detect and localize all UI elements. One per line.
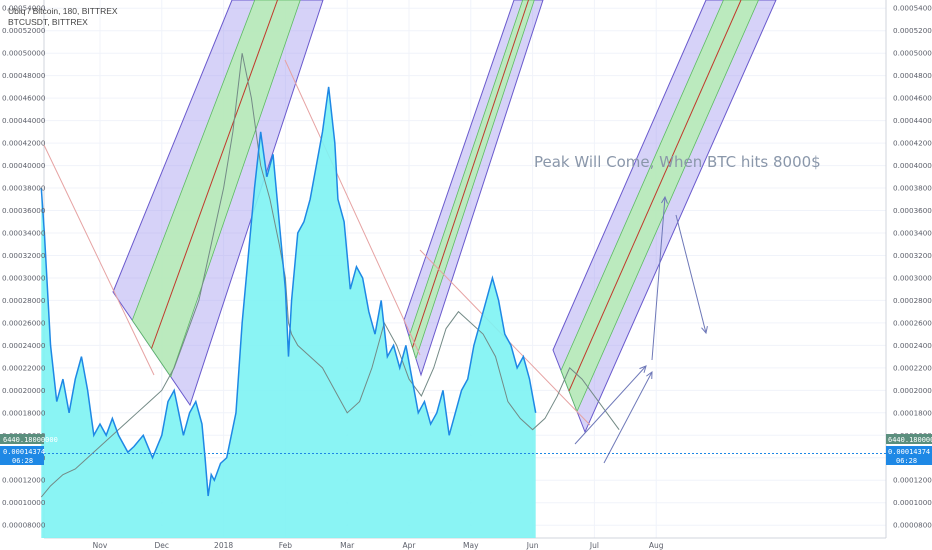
y-tick-left-16: 0.00022000	[2, 363, 46, 372]
x-tick-2: 2018	[214, 541, 233, 550]
y-tick-right-5: 0.00044000	[893, 116, 932, 125]
x-tick-4: Mar	[340, 541, 355, 550]
y-tick-right-10: 0.00034000	[893, 229, 932, 238]
y-tick-right-23: 0.00008000	[893, 521, 932, 530]
channel-1	[112, 0, 324, 407]
y-tick-left-10: 0.00034000	[2, 229, 46, 238]
x-tick-6: May	[463, 541, 479, 550]
x-tick-1: Dec	[155, 541, 170, 550]
x-tick-9: Aug	[649, 541, 664, 550]
y-tick-left-3: 0.00048000	[2, 71, 46, 80]
btc-price-badge-right	[886, 434, 932, 444]
pitchfork-channels	[112, 0, 777, 434]
chart-title: Ubiq / Bitcoin, 180, BITTREX	[8, 6, 118, 16]
trendline-1	[284, 59, 421, 356]
channel-3	[552, 0, 777, 434]
x-tick-7: Jun	[526, 541, 539, 550]
y-tick-right-15: 0.00024000	[893, 341, 932, 350]
ubq-area-fill	[41, 86, 536, 538]
y-tick-right-18: 0.00018000	[893, 408, 932, 417]
y-tick-left-23: 0.00008000	[2, 521, 46, 530]
y-tick-right-3: 0.00048000	[893, 71, 932, 80]
series-layer	[40, 53, 886, 538]
projection-arrows	[574, 195, 708, 464]
y-tick-left-5: 0.00044000	[2, 116, 46, 125]
annotation-text: Peak Will Come, When BTC hits 8000$	[534, 153, 821, 171]
channel-3-inner	[560, 0, 759, 413]
y-tick-left-11: 0.00032000	[2, 251, 46, 260]
y-tick-left-6: 0.00042000	[2, 139, 46, 148]
price-badges-left: 6440.18000000 0.00014374 06:28	[0, 434, 58, 465]
y-tick-right-4: 0.00046000	[893, 94, 932, 103]
y-tick-left-22: 0.00010000	[2, 498, 46, 507]
channel-3-median	[568, 0, 742, 392]
y-tick-right-7: 0.00040000	[893, 161, 932, 170]
y-tick-right-22: 0.00010000	[893, 498, 932, 507]
y-tick-left-0: 0.00054000	[2, 4, 46, 13]
countdown-label-left: 06:28	[12, 457, 33, 465]
ubq-price-label-left: 0.00014374	[3, 448, 45, 456]
y-tick-right-0: 0.00054000	[893, 4, 932, 13]
y-tick-right-8: 0.00038000	[893, 184, 932, 193]
y-tick-left-4: 0.00046000	[2, 94, 46, 103]
channel-1-median	[151, 0, 278, 349]
y-tick-left-2: 0.00050000	[2, 49, 46, 58]
x-tick-8: Jul	[589, 541, 599, 550]
y-tick-left-14: 0.00026000	[2, 318, 46, 327]
arrow-4	[675, 214, 707, 334]
channel-1-inner	[131, 0, 301, 378]
y-tick-left-12: 0.00030000	[2, 273, 46, 282]
arrow-3	[651, 196, 666, 361]
y-tick-left-1: 0.00052000	[2, 26, 46, 35]
x-tick-0: Nov	[93, 541, 108, 550]
y-tick-left-7: 0.00040000	[2, 161, 46, 170]
y-tick-left-13: 0.00028000	[2, 296, 46, 305]
countdown-label-right: 06:28	[896, 457, 917, 465]
channel-2-median	[412, 0, 529, 348]
y-tick-left-15: 0.00024000	[2, 341, 46, 350]
y-tick-right-16: 0.00022000	[893, 363, 932, 372]
y-tick-right-14: 0.00026000	[893, 318, 932, 327]
y-tick-right-21: 0.00012000	[893, 476, 932, 485]
arrow-2-head	[646, 370, 653, 380]
arrow-1-head	[639, 365, 647, 373]
channel-2	[403, 0, 544, 377]
btc-price-badge-left	[0, 434, 44, 444]
price-badges-right: 6440.18000000 0.00014374 06:28	[886, 434, 932, 465]
ubq-price-label-right: 0.00014374	[888, 448, 930, 456]
y-tick-left-9: 0.00036000	[2, 206, 46, 215]
y-tick-left-17: 0.00020000	[2, 386, 46, 395]
btc-line	[40, 53, 620, 498]
trendline-0	[43, 144, 155, 376]
x-axis: Nov Dec 2018 Feb Mar Apr May Jun Jul Aug	[93, 541, 664, 550]
y-tick-right-17: 0.00020000	[893, 386, 932, 395]
arrow-4-head	[701, 326, 708, 335]
channel-2-inner	[408, 0, 535, 360]
ubq-price-badge-left	[0, 446, 44, 465]
y-tick-left-18: 0.00018000	[2, 408, 46, 417]
arrow-2	[603, 371, 653, 464]
y-tick-right-9: 0.00036000	[893, 206, 932, 215]
btc-overlay-label: BTCUSDT, BITTREX	[8, 17, 88, 27]
x-tick-5: Apr	[403, 541, 417, 550]
btc-price-label-left: 6440.18000000	[3, 436, 58, 444]
y-tick-right-11: 0.00032000	[893, 251, 932, 260]
y-tick-right-13: 0.00028000	[893, 296, 932, 305]
arrow-1	[574, 365, 647, 445]
x-tick-3: Feb	[279, 541, 293, 550]
arrow-3-head	[661, 195, 669, 204]
ubq-price-line	[40, 86, 537, 497]
y-tick-right-6: 0.00042000	[893, 139, 932, 148]
y-tick-left-8: 0.00038000	[2, 184, 46, 193]
y-tick-left-21: 0.00012000	[2, 476, 46, 485]
y-tick-right-1: 0.00052000	[893, 26, 932, 35]
ubq-price-badge-right	[886, 446, 932, 465]
btc-price-label-right: 6440.18000000	[888, 436, 932, 444]
y-tick-right-2: 0.00050000	[893, 49, 932, 58]
y-tick-right-12: 0.00030000	[893, 273, 932, 282]
